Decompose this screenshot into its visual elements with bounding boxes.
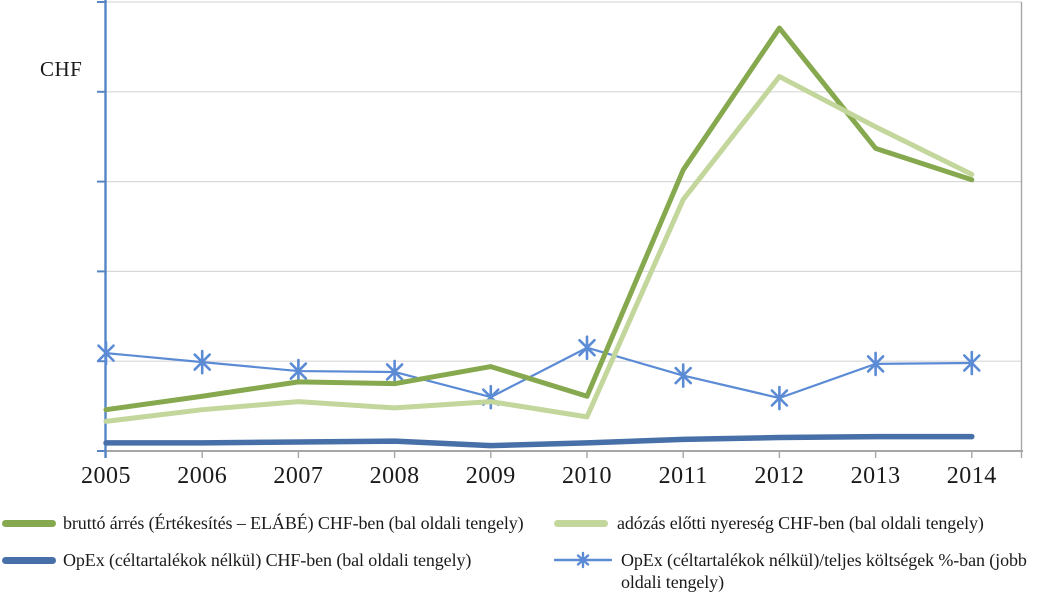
- x-axis-label: 2008: [369, 463, 420, 489]
- legend-swatch-brutto-arres: [2, 520, 56, 527]
- legend-label: bruttó árrés (Értékesítés – ELÁBÉ) CHF-b…: [63, 513, 524, 533]
- legend-label: OpEx (céltartalékok nélkül) CHF-ben (bal…: [63, 550, 472, 570]
- legend-item-opex-chf: OpEx (céltartalékok nélkül) CHF-ben (bal…: [2, 549, 547, 571]
- legend-swatch-adozas-elotti-nyereseg: [554, 520, 608, 527]
- x-axis-label: 2006: [177, 463, 228, 489]
- x-axis-label: 2011: [658, 463, 708, 489]
- legend-item-brutto-arres: bruttó árrés (Értékesítés – ELÁBÉ) CHF-b…: [2, 512, 547, 534]
- legend-label: OpEx (céltartalékok nélkül)/teljes költs…: [621, 550, 1027, 592]
- legend-swatch-opex-percent: [553, 551, 613, 569]
- line-chart-plot: [97, 0, 1023, 458]
- x-axis-label: 2010: [562, 463, 612, 489]
- x-axis-label: 2007: [273, 463, 324, 489]
- asterisk-marker-icon: [553, 551, 613, 569]
- x-axis-label: 2005: [81, 463, 131, 489]
- x-axis-label: 2012: [754, 463, 805, 489]
- legend-label: adózás előtti nyereség CHF-ben (bal olda…: [617, 513, 984, 533]
- x-axis: 2005 2006 2007 2008 2009 2010 2011 2012 2013 2014: [0, 463, 1057, 495]
- legend-swatch-opex-chf: [2, 557, 56, 564]
- legend-item-adozas-elotti-nyereseg: adózás előtti nyereség CHF-ben (bal olda…: [554, 512, 1057, 534]
- x-axis-label: 2013: [850, 463, 901, 489]
- y-axis-title: CHF: [40, 57, 83, 81]
- x-axis-label: 2009: [465, 463, 516, 489]
- legend-item-opex-percent: OpEx (céltartalékok nélkül)/teljes költs…: [553, 549, 1057, 593]
- x-axis-label: 2014: [946, 463, 997, 489]
